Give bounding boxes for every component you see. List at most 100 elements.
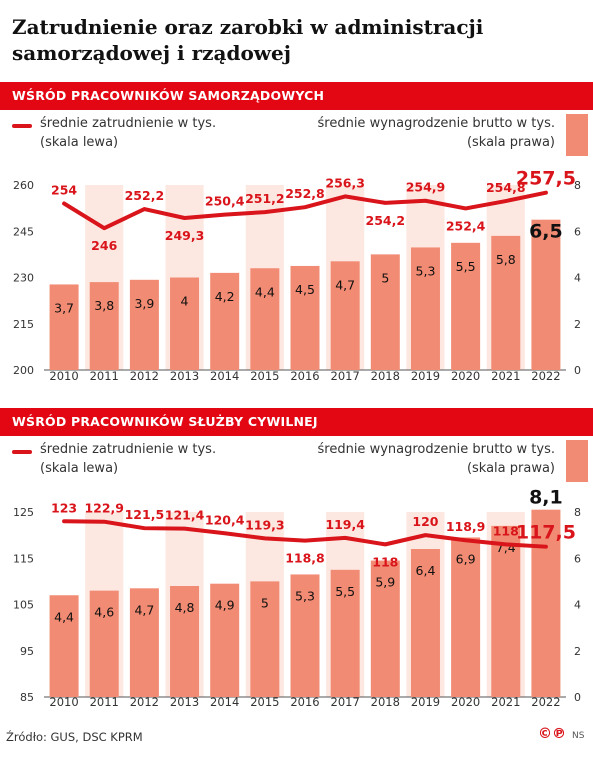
left-axis-tick: 105 [13,599,34,612]
line-value-label: 254,2 [366,213,406,228]
line-value-label: 118 [372,554,398,569]
bar [531,219,561,370]
line-value-label: 122,9 [84,501,124,516]
x-axis-tick: 2019 [411,369,440,383]
line-value-label: 254,8 [486,180,526,195]
line-series [62,519,548,549]
x-axis-tick: 2016 [290,695,319,709]
left-axis-tick: 85 [20,691,34,704]
line-value-label: 246 [91,238,117,253]
bar-value-label: 4,7 [134,602,154,617]
bar-value-label: 3,8 [94,298,114,313]
bar-value-label: 4,9 [215,598,235,613]
x-axis-tick: 2021 [491,695,520,709]
bar-value-label: 3,9 [134,296,154,311]
bar-value-label: 4,4 [255,284,275,299]
x-axis-tick: 2018 [371,369,400,383]
bar [210,272,240,370]
x-axis-tick: 2010 [49,369,78,383]
left-axis-tick: 95 [20,645,34,658]
line-value-label: 121,5 [125,507,165,522]
legend-bar-swatch-2 [566,440,588,482]
bar [491,235,521,370]
left-axis-tick: 230 [13,272,34,285]
x-axis-tick: 2020 [451,695,480,709]
publisher-logo: ©℗ [538,726,566,742]
line-value-label: 250,4 [205,194,245,209]
line-value-label: 249,3 [165,228,205,243]
line-value-label: 118 [493,523,519,538]
legend-bar-label-1: średnie wynagrodzenie brutto w tys. (ska… [317,116,556,150]
bar [410,549,440,697]
bar-value-label: 3,7 [54,300,74,315]
bar [89,590,119,697]
bar [49,284,79,370]
bar [250,268,280,370]
x-axis-tick: 2014 [210,369,239,383]
bar [410,247,440,370]
legend-line-label-2: średnie zatrudnienie w tys. (skala lewa) [40,442,217,476]
line-value-label: 254 [51,183,77,198]
line-value-label: 257,5 [516,168,576,190]
bar-value-label: 5,8 [496,252,516,267]
bar [451,242,481,370]
legend-line-label-1: średnie zatrudnienie w tys. (skala lewa) [40,116,217,150]
line-value-label: 119,4 [325,517,365,532]
x-axis-tick: 2022 [531,369,560,383]
bar [170,586,200,697]
line-value-label: 121,4 [165,508,205,523]
left-axis-tick: 115 [13,552,34,565]
left-axis-tick: 215 [13,318,34,331]
bar [89,282,119,370]
right-axis-tick: 0 [574,364,581,377]
bar [451,537,481,697]
x-axis-tick: 2019 [411,695,440,709]
bar-value-label: 5 [261,595,269,610]
x-axis-tick: 2018 [371,695,400,709]
legend-bar-label-2: średnie wynagrodzenie brutto w tys. (ska… [317,442,556,476]
bar [250,581,280,697]
bar-value-label: 5,3 [416,263,436,278]
bar [129,279,159,370]
line-value-label: 123 [51,500,77,515]
right-axis-tick: 8 [574,179,581,192]
right-axis-tick: 8 [574,506,581,519]
bar-value-label: 4,4 [54,609,74,624]
bar [330,569,360,697]
publisher-logo-suffix: NS [572,731,585,741]
left-axis-tick: 200 [13,364,34,377]
right-axis-tick: 4 [574,599,581,612]
bar-value-label: 6,4 [416,563,436,578]
bar-value-label: 5,3 [295,588,315,603]
line-value-label: 251,2 [245,191,285,206]
x-axis-tick: 2012 [130,369,159,383]
line-value-label: 252,4 [446,218,486,233]
bar [370,560,400,697]
line-value-label: 120 [412,514,438,529]
line-value-label: 118,8 [285,551,325,566]
x-axis-tick: 2013 [170,695,199,709]
right-axis-tick: 6 [574,225,581,238]
line-value-label: 252,2 [125,188,165,203]
bar [290,265,320,370]
right-axis-tick: 6 [574,552,581,565]
bar [330,261,360,370]
legend-bar-swatch-1 [566,114,588,156]
bar-value-label: 6,9 [456,551,476,566]
section-title-sluzba-cywilna: WŚRÓD PRACOWNIKÓW SŁUŻBY CYWILNEJ [0,408,593,436]
line-value-label: 117,5 [516,522,576,544]
x-axis-tick: 2012 [130,695,159,709]
line-value-label: 252,8 [285,186,325,201]
bar [210,583,240,697]
right-axis-tick: 4 [574,272,581,285]
bar [290,574,320,697]
x-axis-tick: 2021 [491,369,520,383]
bar-value-label: 4,8 [175,600,195,615]
bar [491,525,521,697]
left-axis-tick: 260 [13,179,34,192]
line-value-label: 118,9 [446,519,486,534]
bar-value-label: 4 [181,294,189,309]
x-axis-tick: 2011 [90,695,119,709]
x-axis-tick: 2015 [250,695,279,709]
